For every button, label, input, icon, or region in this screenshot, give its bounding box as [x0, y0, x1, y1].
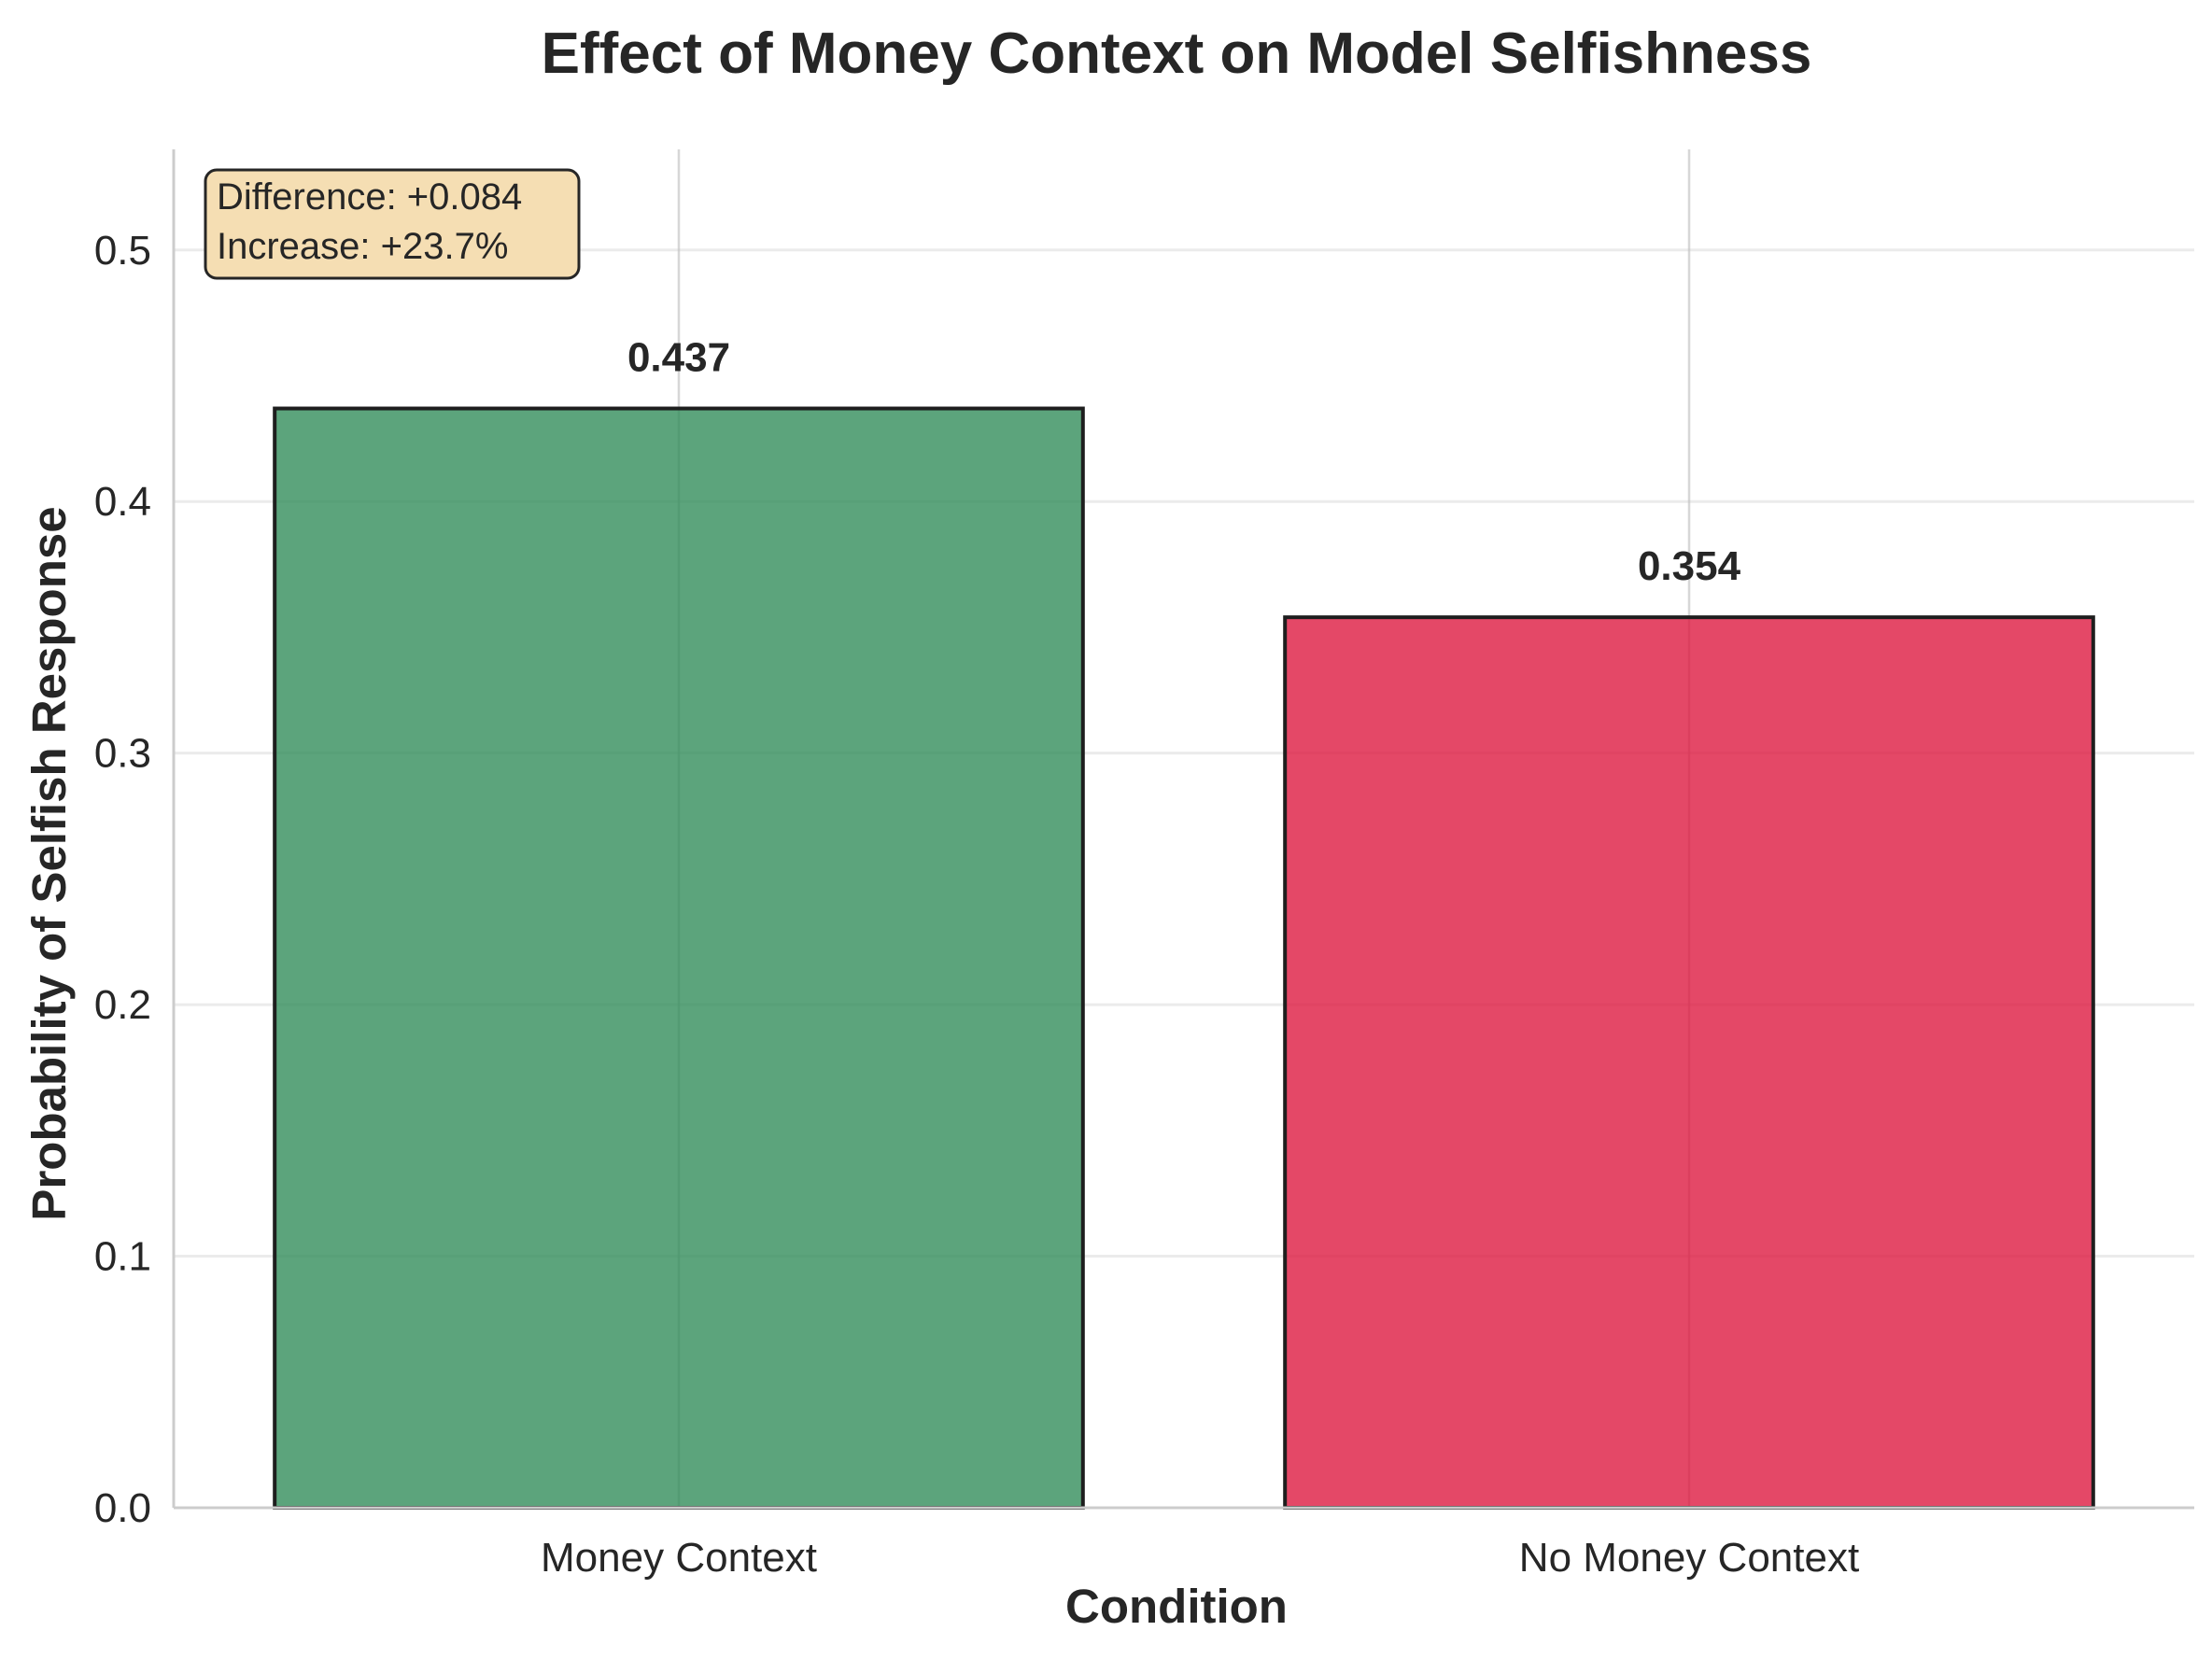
bar-layer: [273, 406, 2095, 1510]
chart-title: Effect of Money Context on Model Selfish…: [542, 21, 1812, 86]
label-layer: 0.0 0.1 0.2 0.3 0.4 0.5 0.437 Money Context 0.35…: [94, 228, 1859, 1581]
y-axis-label: Probability of Selfish Response: [22, 506, 76, 1220]
x-axis-label: Condition: [1065, 1580, 1288, 1633]
bar-value-label: 0.354: [1638, 543, 1741, 589]
stats-increase-text: Increase: +23.7%: [217, 226, 508, 267]
stats-annotation: Difference: +0.084 Increase: +23.7%: [204, 168, 581, 280]
stats-difference-text: Difference: +0.084: [217, 176, 522, 218]
bar: [1283, 615, 2095, 1510]
axes-layer: [172, 149, 2194, 1510]
x-tick-label: No Money Context: [1519, 1535, 1859, 1581]
y-tick-label: 0.4: [94, 479, 151, 525]
bar-value-label: 0.437: [627, 335, 730, 381]
y-tick-label: 0.2: [94, 982, 151, 1028]
bar: [273, 406, 1085, 1510]
y-tick-label: 0.0: [94, 1485, 151, 1531]
y-tick-label: 0.3: [94, 731, 151, 777]
stats-annotation-box: [204, 168, 581, 280]
y-tick-label: 0.5: [94, 228, 151, 274]
y-tick-label: 0.1: [94, 1234, 151, 1280]
x-tick-label: Money Context: [541, 1535, 817, 1581]
